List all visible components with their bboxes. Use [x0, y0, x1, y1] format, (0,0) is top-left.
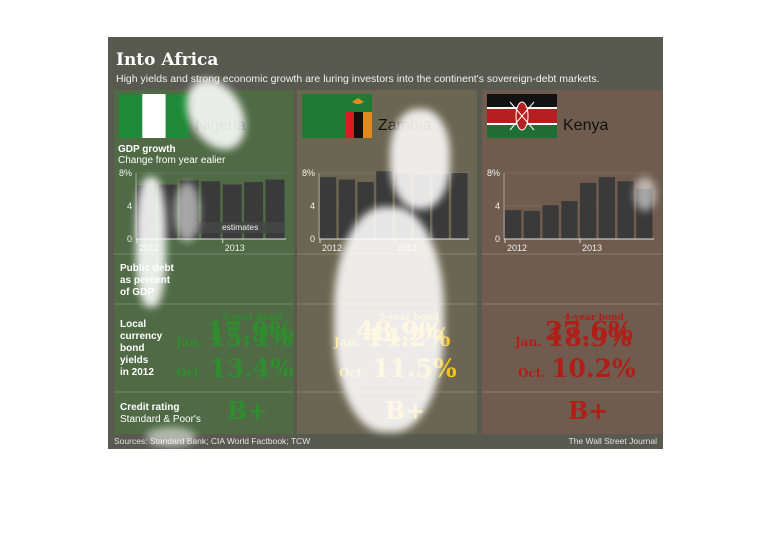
gdp-bar: [505, 210, 522, 239]
infographic: Into Africa High yields and strong econo…: [108, 37, 663, 449]
country-name: Nigeria: [195, 117, 246, 134]
bond-oct-value: 10.2%: [551, 354, 636, 383]
zambia-flag: [302, 94, 372, 138]
bond-oct-value: 13.4%: [209, 354, 294, 383]
gdp-bar: [320, 177, 337, 239]
divider: [482, 253, 662, 255]
y-tick-label: 8%: [487, 168, 500, 178]
bond-tenor: 5-year bond: [379, 313, 439, 323]
gdp-label: GDP growth: [118, 144, 176, 155]
x-tick-label: 2012: [507, 243, 527, 253]
gdp-bar: [451, 173, 468, 239]
credit-footer: The Wall Street Journal: [568, 436, 658, 446]
divider: [114, 303, 294, 305]
gdp-bar: [338, 179, 355, 239]
public-debt-value: 17.9%: [206, 317, 295, 347]
gdp-sublabel: Change from year ealier: [118, 155, 226, 166]
gdp-chart-zambia: 0 4 8% 2012 2013: [302, 168, 469, 253]
credit-label: Credit rating Standard & Poor's: [120, 402, 201, 425]
bond-label: Local currency bond yields in 2012: [120, 319, 163, 378]
divider: [482, 303, 662, 305]
bond-jan-row: Jan. 18.9%: [515, 323, 632, 352]
gdp-bar: [395, 173, 412, 239]
bond-jan-value: 18.9%: [546, 323, 632, 352]
x-tick-label: 2013: [397, 243, 417, 253]
panel-zambia: Zambia 0 4 8% 2012 2013 48.9% 5-year bond Ja…: [297, 90, 477, 434]
gdp-chart-nigeria: 0 4 8% 2012 2013 estimates: [119, 168, 286, 253]
y-tick-label: 4: [495, 201, 500, 211]
divider: [297, 303, 477, 305]
graphic-subtitle: High yields and strong economic growth a…: [116, 73, 600, 85]
sources-footer: Sources: Standard Bank; CIA World Factbo…: [114, 436, 311, 446]
y-tick-label: 4: [127, 201, 132, 211]
y-tick-label: 8%: [302, 168, 315, 178]
nigeria-flag: [119, 94, 189, 138]
bond-tenor: 4-year bond: [564, 313, 624, 323]
gdp-bar: [137, 185, 156, 239]
gdp-bar: [561, 201, 578, 239]
gdp-bar: [376, 171, 393, 239]
kenya-flag: [487, 94, 557, 138]
y-tick-label: 8%: [119, 168, 132, 178]
divider: [114, 391, 294, 393]
gdp-bar: [158, 184, 178, 239]
gdp-bar: [357, 182, 374, 239]
bond-jan-row: Jan. 14.2%: [334, 323, 451, 352]
x-tick-label: 2012: [139, 243, 159, 253]
credit-rating-value: B+: [385, 396, 426, 425]
bond-jan-value: 15.4%: [207, 323, 293, 352]
public-debt-value: 27.6%: [545, 317, 634, 347]
bond-oct-row: Oct. 13.4%: [176, 354, 294, 383]
y-tick-label: 0: [495, 234, 500, 244]
bond-oct-value: 11.5%: [372, 354, 457, 383]
bond-oct-row: Oct. 11.5%: [339, 354, 457, 383]
gdp-bar: [523, 210, 540, 239]
gdp-chart-kenya: 0 4 8% 2012 2013: [487, 168, 654, 253]
panel-nigeria: Nigeria GDP growth Change from year eali…: [114, 90, 294, 434]
country-name: Zambia: [378, 117, 432, 134]
estimates-band: [194, 222, 284, 233]
divider: [297, 391, 477, 393]
panel-kenya: Kenya 0 4 8% 2012 2013 27.6% 4-year bond Jan…: [482, 90, 662, 434]
x-tick-label: 2013: [582, 243, 602, 253]
x-tick-label: 2012: [322, 243, 342, 253]
gdp-bar: [580, 182, 597, 239]
x-tick-label: 2013: [225, 243, 245, 253]
gdp-bar: [432, 174, 449, 239]
gdp-bar: [598, 177, 615, 239]
gdp-title: GDP growth Change from year ealier: [118, 144, 225, 166]
bond-tenor: 5-year bond: [222, 313, 282, 323]
debt-label: Public debt as percent of GDP: [120, 263, 174, 298]
graphic-title: Into Africa: [116, 50, 219, 70]
bond-oct-row: Oct. 10.2%: [518, 354, 636, 383]
y-tick-label: 4: [310, 201, 315, 211]
gdp-bar: [542, 205, 559, 239]
y-tick-label: 0: [310, 234, 315, 244]
gdp-bar: [617, 181, 634, 239]
bond-jan-row: Jan. 15.4%: [176, 323, 293, 352]
y-tick-label: 0: [127, 234, 132, 244]
bond-jan-value: 14.2%: [365, 323, 451, 352]
gdp-bar: [636, 188, 653, 239]
credit-rating-value: B+: [568, 396, 609, 425]
divider: [114, 253, 294, 255]
divider: [482, 391, 662, 393]
gdp-bar: [413, 174, 430, 239]
credit-rating-value: B+: [227, 396, 268, 425]
estimates-label: estimates: [222, 222, 258, 232]
country-name: Kenya: [563, 117, 609, 134]
